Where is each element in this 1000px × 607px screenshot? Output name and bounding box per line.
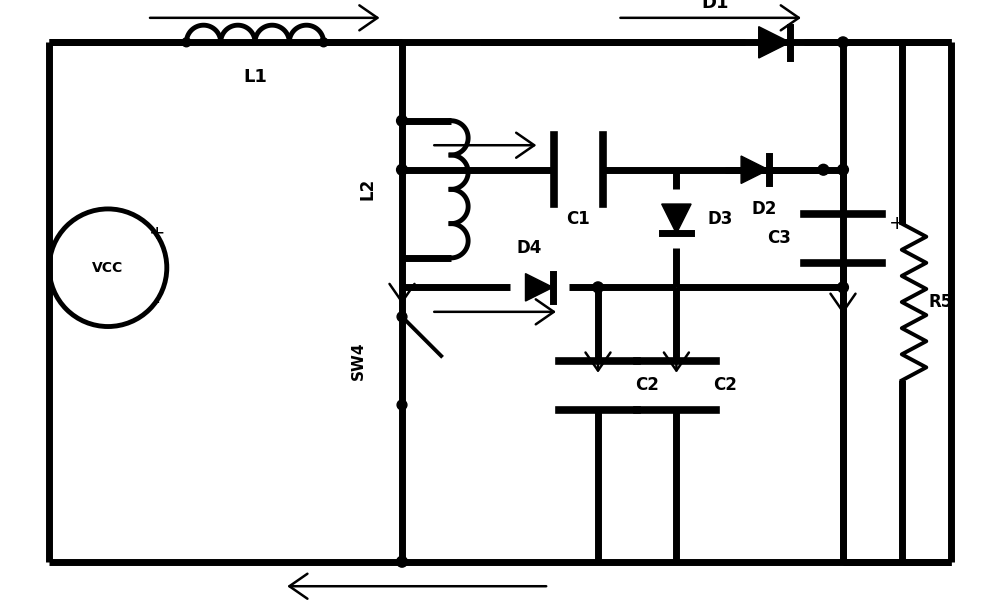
Text: L1: L1 xyxy=(243,67,267,86)
Circle shape xyxy=(182,38,191,47)
Polygon shape xyxy=(662,204,691,234)
Circle shape xyxy=(319,38,328,47)
Text: R5: R5 xyxy=(929,293,953,311)
Text: D3: D3 xyxy=(708,210,733,228)
Text: D2: D2 xyxy=(752,200,777,218)
Text: VCC: VCC xyxy=(92,261,124,275)
Text: SW4: SW4 xyxy=(350,342,365,380)
Text: C1: C1 xyxy=(567,210,590,228)
Polygon shape xyxy=(759,27,790,58)
Text: -: - xyxy=(153,293,161,311)
Circle shape xyxy=(593,282,603,293)
Text: C3: C3 xyxy=(767,229,791,247)
Text: +: + xyxy=(149,224,165,243)
Text: C2: C2 xyxy=(713,376,737,395)
Circle shape xyxy=(397,400,407,410)
Circle shape xyxy=(838,164,848,175)
Circle shape xyxy=(838,282,848,293)
Circle shape xyxy=(397,164,407,175)
Polygon shape xyxy=(741,156,769,183)
Text: D4: D4 xyxy=(517,239,542,257)
Text: D1: D1 xyxy=(702,0,729,12)
Text: C2: C2 xyxy=(635,376,659,395)
Circle shape xyxy=(397,115,407,126)
Circle shape xyxy=(397,312,407,322)
Circle shape xyxy=(818,164,829,175)
Circle shape xyxy=(397,557,407,567)
Polygon shape xyxy=(525,274,553,301)
Text: L2: L2 xyxy=(359,178,377,200)
Circle shape xyxy=(838,37,848,48)
Text: +: + xyxy=(889,214,905,233)
